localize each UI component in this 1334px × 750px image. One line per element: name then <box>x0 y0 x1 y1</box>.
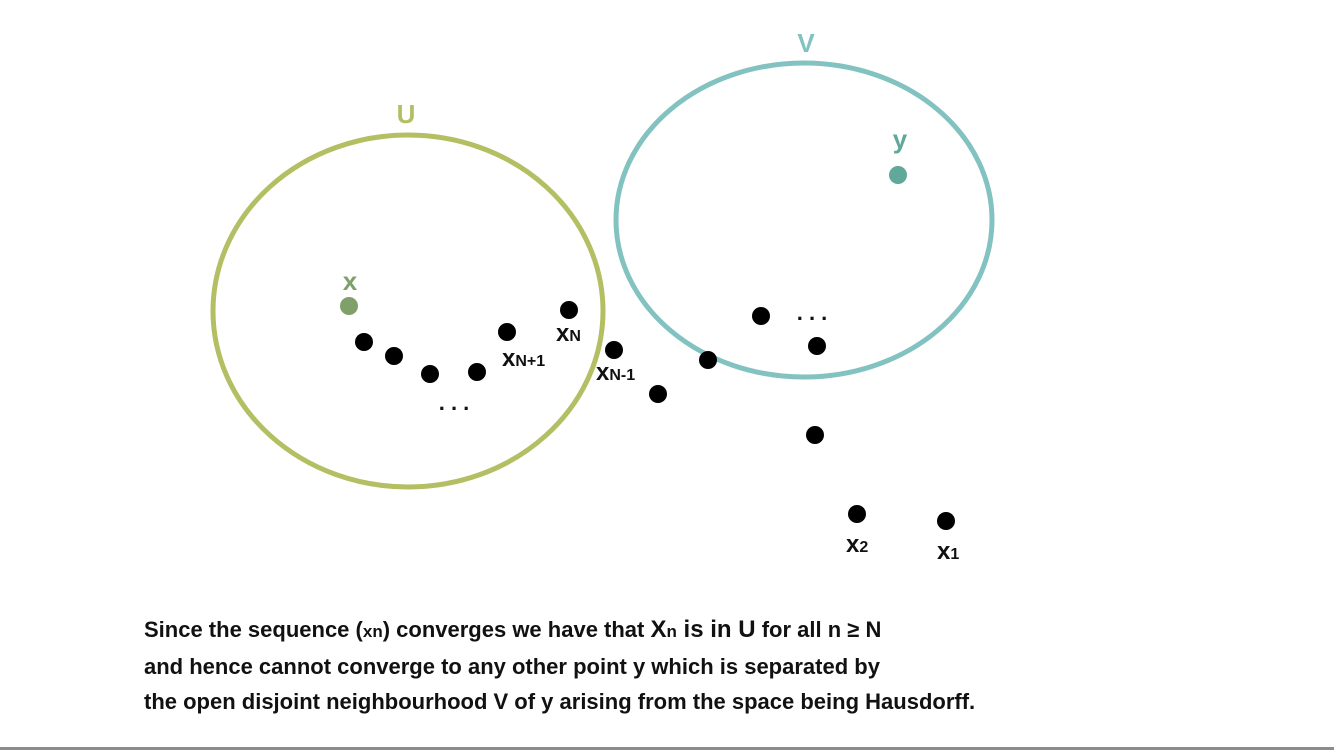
sequence-point-x-n <box>560 301 578 319</box>
sequence-point <box>808 337 826 355</box>
bottom-divider <box>0 747 1334 750</box>
sequence-point <box>806 426 824 444</box>
sequence-point <box>385 347 403 365</box>
label-x-2: x2 <box>846 531 868 558</box>
sequence-point-x-1 <box>937 512 955 530</box>
caption: Since the sequence (xn) converges we hav… <box>144 612 975 719</box>
sequence-point-x-n-minus-1 <box>605 341 623 359</box>
sequence-point <box>752 307 770 325</box>
set-v-neighbourhood <box>613 60 995 380</box>
set-u-label: U <box>397 99 416 129</box>
sequence-point-x-n-plus-1 <box>498 323 516 341</box>
set-v-label: V <box>797 28 815 58</box>
point-x-label: x <box>343 266 358 296</box>
sequence-point <box>649 385 667 403</box>
label-x-n: xN <box>556 320 581 347</box>
ellipsis-inside-u: . . . <box>439 390 470 415</box>
sequence-point <box>355 333 373 351</box>
sequence-point <box>421 365 439 383</box>
caption-line-3: the open disjoint neighbourhood V of y a… <box>144 689 976 714</box>
sequence-points <box>355 301 955 530</box>
point-y-label: y <box>893 124 908 154</box>
label-x-1: x1 <box>937 538 959 565</box>
caption-line-2: and hence cannot converge to any other p… <box>144 654 880 679</box>
hausdorff-diagram: U V x y . . . . . . xN xN+1 xN-1 x2 <box>210 28 995 565</box>
point-y <box>889 166 907 184</box>
set-u-neighbourhood <box>210 132 606 490</box>
sequence-point <box>468 363 486 381</box>
point-x <box>340 297 358 315</box>
label-x-n-plus-1: xN+1 <box>502 345 545 372</box>
sequence-point-x-2 <box>848 505 866 523</box>
caption-line-1: Since the sequence (xn) converges we hav… <box>144 616 882 643</box>
ellipsis-inside-v: . . . <box>797 300 828 325</box>
label-x-n-minus-1: xN-1 <box>596 359 635 386</box>
sequence-point <box>699 351 717 369</box>
